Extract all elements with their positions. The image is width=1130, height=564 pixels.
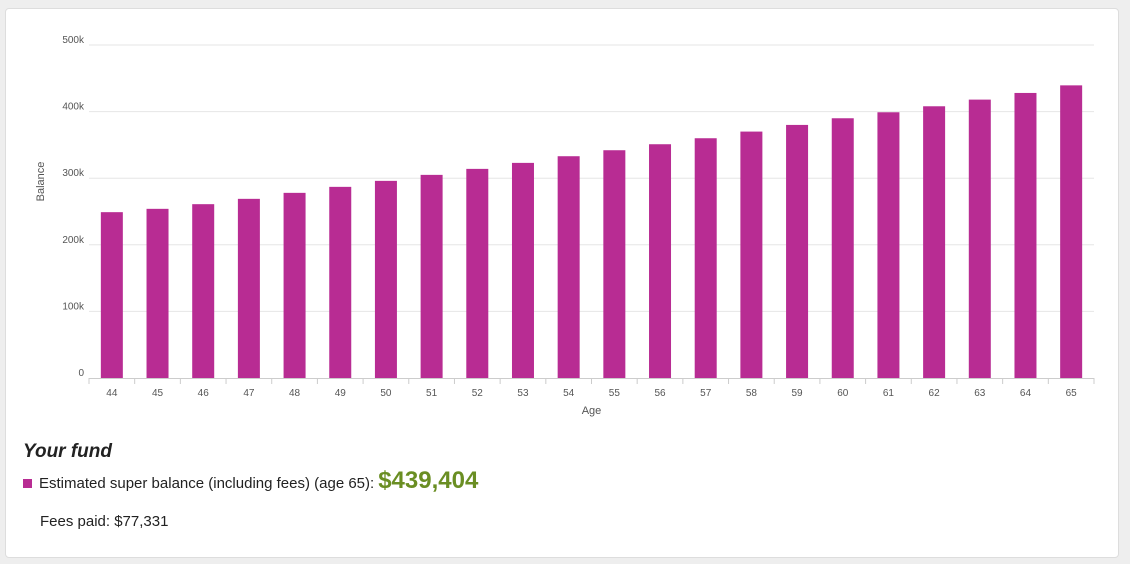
bar-age-61[interactable] [877, 112, 900, 379]
bar-age-59[interactable] [786, 124, 809, 378]
legend-label: Estimated super balance (including fees)… [39, 475, 375, 492]
x-tick-label: 50 [380, 388, 392, 399]
bar-age-55[interactable] [603, 150, 626, 378]
bars [100, 85, 1083, 379]
x-tick-label: 62 [929, 388, 941, 399]
estimated-balance-value: $439,404 [378, 467, 479, 494]
bar-age-65[interactable] [1060, 85, 1083, 378]
bar-age-49[interactable] [329, 186, 352, 378]
x-tick-label: 55 [609, 388, 621, 399]
x-tick-label: 63 [974, 388, 986, 399]
bar-age-48[interactable] [283, 192, 306, 378]
x-tick-label: 54 [563, 388, 575, 399]
bar-age-52[interactable] [466, 168, 489, 378]
x-tick-label: 47 [243, 388, 255, 399]
x-tick-label: 45 [152, 388, 164, 399]
x-axis-title: Age [582, 405, 602, 417]
x-tick-label: 58 [746, 388, 758, 399]
x-tick-label: 61 [883, 388, 895, 399]
x-tick-label: 60 [837, 388, 849, 399]
x-axis: 44 45 46 47 48 49 50 51 52 53 54 55 56 57 58 59 60 61 62 63… [88, 378, 1095, 399]
bar-age-53[interactable] [511, 162, 534, 378]
y-tick-label: 400k [62, 102, 85, 113]
bar-age-47[interactable] [237, 198, 260, 378]
y-tick-label: 300k [62, 168, 85, 179]
fees-paid: Fees paid: $77,331 [40, 513, 169, 530]
x-tick-label: 53 [517, 388, 529, 399]
bar-age-64[interactable] [1014, 92, 1037, 379]
bar-age-46[interactable] [192, 204, 215, 378]
x-tick-label: 51 [426, 388, 438, 399]
bar-age-54[interactable] [557, 156, 580, 378]
y-tick-label: 0 [78, 368, 84, 379]
bar-age-60[interactable] [831, 118, 854, 378]
bar-age-57[interactable] [694, 138, 717, 378]
balance-bar-chart: 0 100k 200k 300k 400k 500k 44 45 46 47 48 49 50 51 52… [35, 35, 1095, 417]
bar-age-45[interactable] [146, 208, 169, 378]
legend-swatch [23, 479, 32, 488]
x-tick-label: 48 [289, 388, 301, 399]
bar-age-50[interactable] [374, 180, 397, 378]
x-tick-label: 65 [1066, 388, 1078, 399]
y-tick-labels: 0 100k 200k 300k 400k 500k [62, 35, 85, 379]
x-tick-label: 64 [1020, 388, 1032, 399]
x-tick-label: 59 [792, 388, 804, 399]
legend-entry: Estimated super balance (including fees)… [23, 467, 478, 495]
bar-age-58[interactable] [740, 131, 763, 378]
x-tick-label: 49 [335, 388, 347, 399]
y-tick-label: 100k [62, 301, 85, 312]
x-tick-label: 57 [700, 388, 712, 399]
x-tick-label: 56 [654, 388, 666, 399]
y-tick-label: 500k [62, 35, 85, 46]
y-axis-title: Balance [35, 162, 47, 202]
bar-age-62[interactable] [923, 106, 946, 378]
chart-card: 0 100k 200k 300k 400k 500k 44 45 46 47 48 49 50 51 52… [5, 8, 1119, 558]
bar-age-63[interactable] [968, 99, 991, 378]
bar-age-56[interactable] [649, 144, 672, 378]
bar-age-44[interactable] [100, 212, 123, 378]
fund-title: Your fund [23, 441, 112, 462]
x-tick-label: 46 [198, 388, 210, 399]
x-tick-label: 44 [106, 388, 118, 399]
x-tick-label: 52 [472, 388, 484, 399]
y-tick-label: 200k [62, 235, 85, 246]
bar-age-51[interactable] [420, 174, 443, 378]
fund-summary: Your fund Estimated super balance (inclu… [23, 441, 478, 530]
